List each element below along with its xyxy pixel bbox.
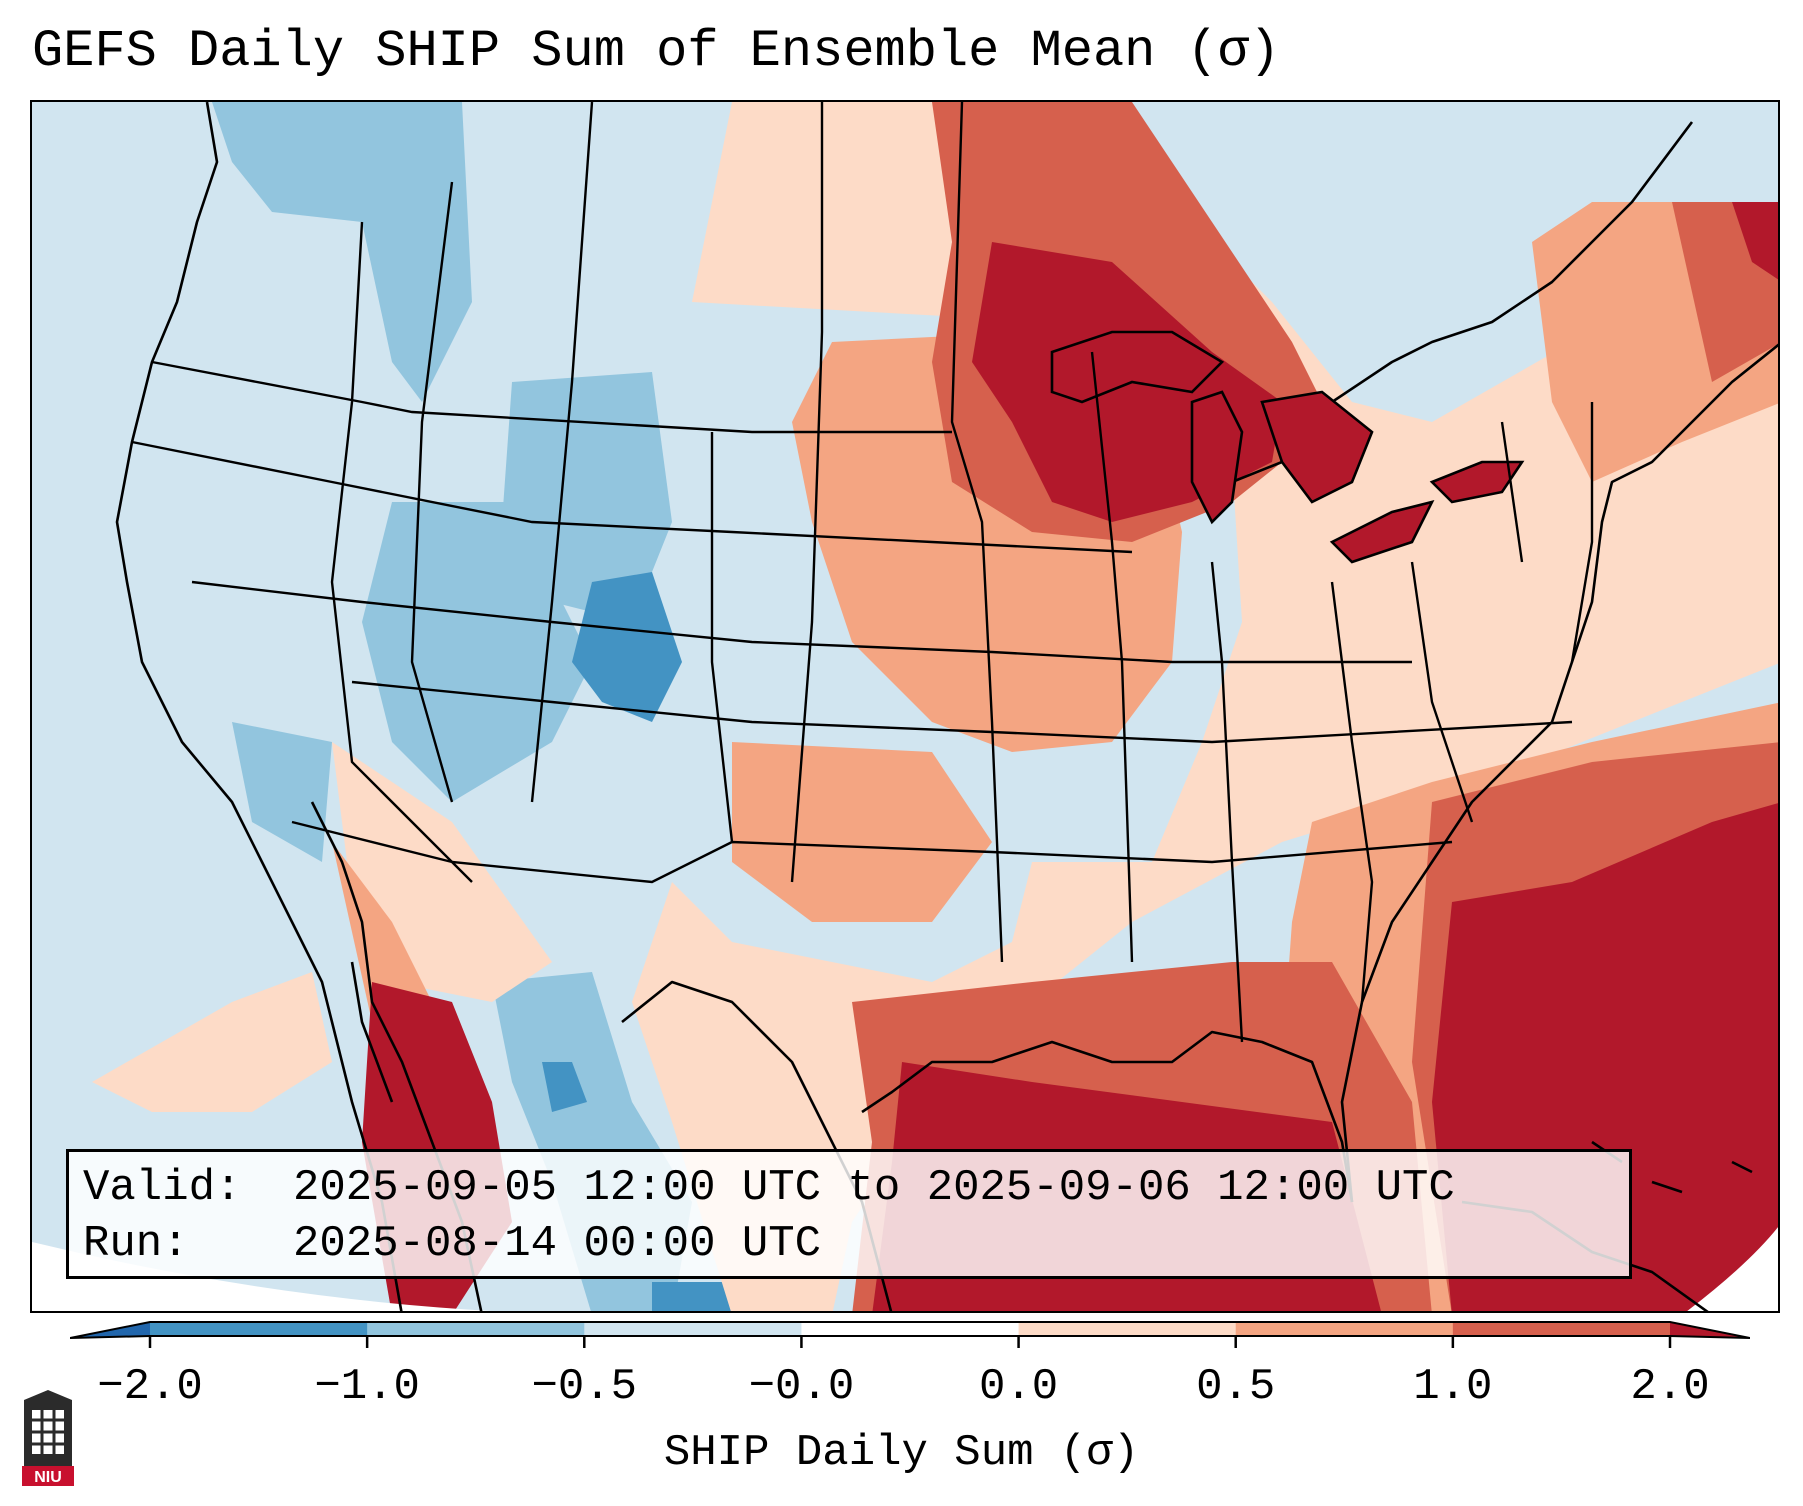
colorbar-tick-label: −0.5 (531, 1362, 638, 1412)
valid-label: Valid: (83, 1163, 242, 1213)
run-row: Run: 2025-08-14 00:00 UTC (83, 1216, 1615, 1272)
run-value: 2025-08-14 00:00 UTC (293, 1219, 822, 1269)
colorbar-ticks (148, 1336, 1672, 1348)
colorbar-outline (70, 1321, 1750, 1339)
svg-text:NIU: NIU (34, 1469, 62, 1486)
colorbar-bin (150, 1322, 368, 1336)
colorbar-title: SHIP Daily Sum (σ) (663, 1428, 1140, 1478)
colorbar-bin (367, 1322, 585, 1336)
colorbar-bin (584, 1322, 802, 1336)
map-panel (30, 100, 1780, 1313)
valid-value: 2025-09-05 12:00 UTC to 2025-09-06 12:00… (293, 1163, 1455, 1213)
colorbar-bins (150, 1322, 1671, 1336)
colorbar-tick-label: 2.0 (1630, 1362, 1710, 1412)
out-of-domain-area (1687, 1227, 1778, 1311)
map-title: GEFS Daily SHIP Sum of Ensemble Mean (σ) (32, 22, 1281, 81)
colorbar-tick-label: −2.0 (97, 1362, 203, 1412)
colorbar-bin (1452, 1322, 1671, 1336)
state-borders (131, 102, 1594, 1043)
colorbar-tick-label: 0.5 (1196, 1362, 1276, 1412)
colorbar-bin (801, 1322, 1020, 1336)
coastlines (115, 102, 1778, 1311)
niu-logo: NIU (22, 1390, 74, 1486)
colorbar-tick-label: 1.0 (1413, 1362, 1493, 1412)
negative-anomaly-regions (212, 102, 692, 1311)
colorbar (70, 1321, 1750, 1348)
valid-row: Valid: 2025-09-05 12:00 UTC to 2025-09-06… (83, 1160, 1615, 1216)
anomaly-map (32, 102, 1778, 1311)
run-label: Run: (83, 1219, 189, 1269)
colorbar-tick-label: −1.0 (314, 1362, 420, 1412)
strong-negative-regions (542, 572, 732, 1311)
validity-info-box: Valid: 2025-09-05 12:00 UTC to 2025-09-06… (66, 1149, 1632, 1279)
out-of-domain-area (32, 1242, 492, 1311)
colorbar-tick-label: 0.0 (978, 1362, 1059, 1412)
colorbar-bin (1235, 1322, 1454, 1336)
colorbar-tick-label: −0.0 (748, 1362, 855, 1412)
colorbar-bin (1018, 1322, 1237, 1336)
